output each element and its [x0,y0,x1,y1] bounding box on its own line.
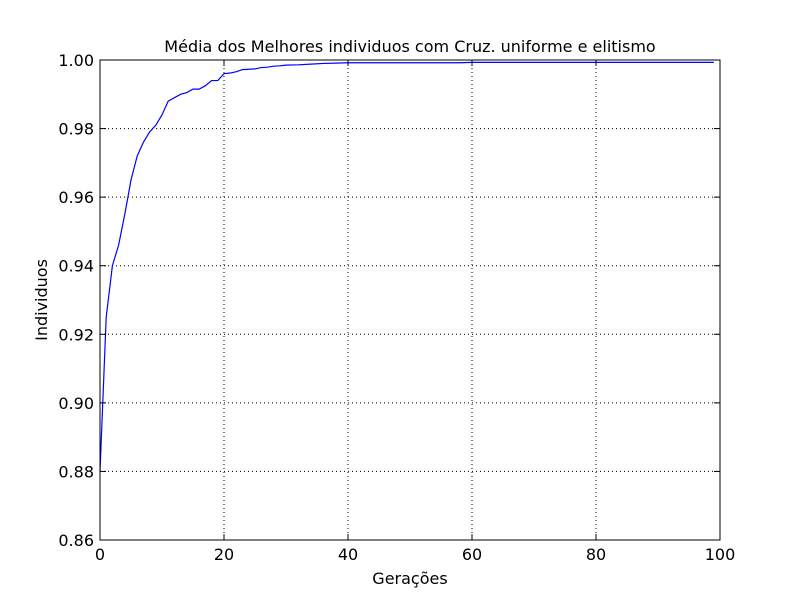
x-tick-label: 20 [214,545,234,564]
y-axis-label: Individuos [32,259,51,341]
x-tick-label: 60 [462,545,482,564]
x-tick-label: 0 [95,545,105,564]
y-tick-label: 0.88 [58,462,94,481]
y-tick-label: 0.94 [58,257,94,276]
series-line [99,61,714,472]
x-tick-label: 40 [338,545,358,564]
y-tick-label: 1.00 [58,51,94,70]
chart-title: Média dos Melhores individuos com Cruz. … [164,37,655,56]
axis-ticks: 0 20 40 60 80 100 0.86 0.88 0.90 0.92 0.94 0.96 0.98… [58,51,735,564]
y-tick-label: 0.98 [58,120,94,139]
y-tick-label: 0.92 [58,325,94,344]
y-tick-label: 0.96 [58,188,94,207]
x-axis-label: Gerações [372,569,447,588]
y-tick-label: 0.86 [58,531,94,550]
grid-lines [100,60,720,540]
plot-frame [99,59,721,541]
x-tick-label: 80 [586,545,606,564]
x-tick-label: 100 [705,545,736,564]
y-tick-label: 0.90 [58,394,94,413]
